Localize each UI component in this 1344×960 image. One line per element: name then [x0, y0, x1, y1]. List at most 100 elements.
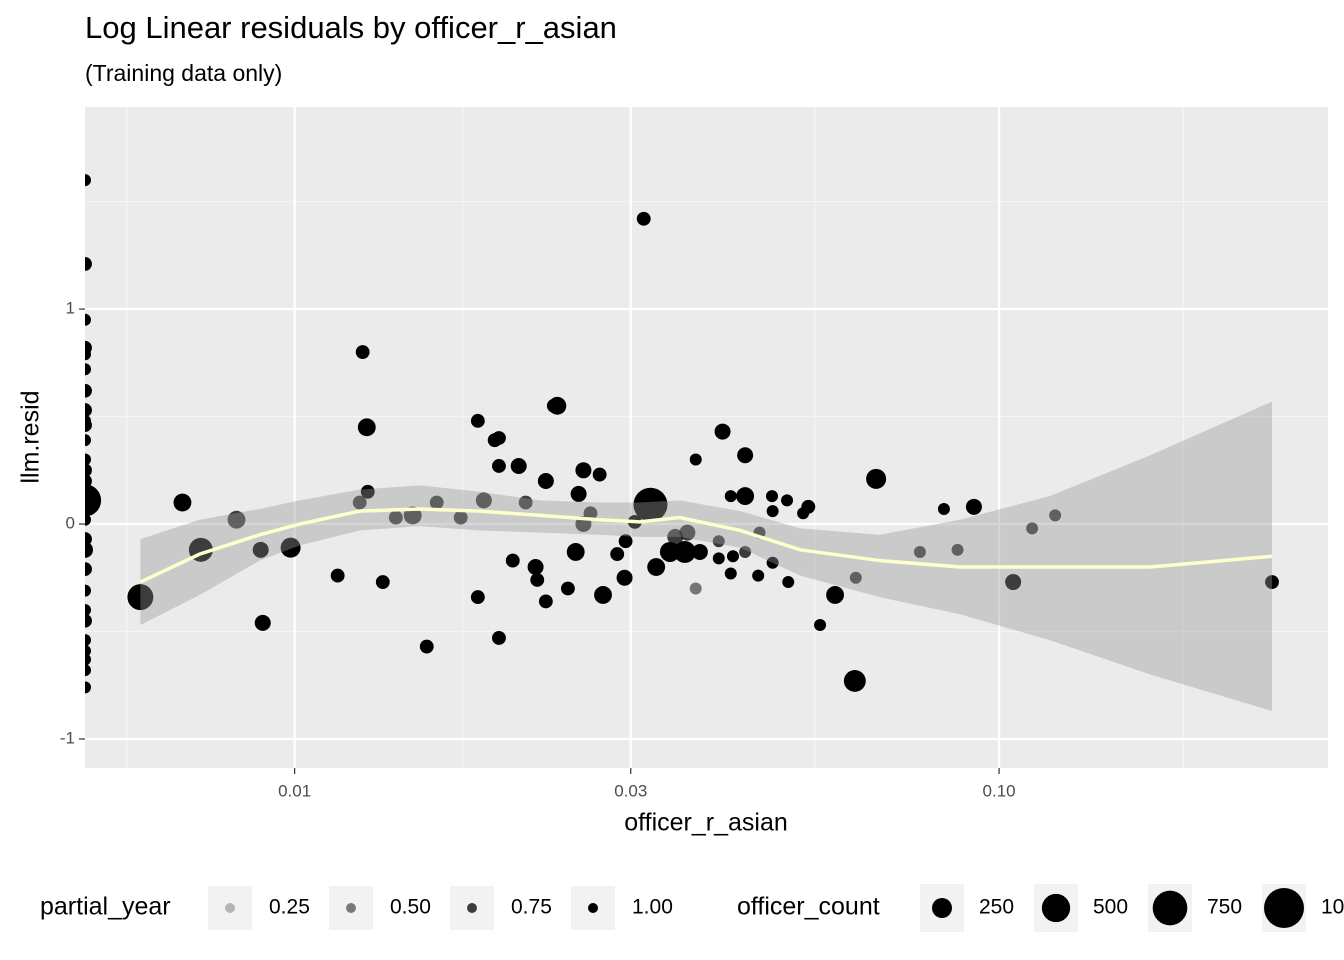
legend-label: 0.50 [390, 896, 431, 919]
point [801, 499, 816, 514]
x-tick-label: 0.01 [278, 781, 311, 800]
point [951, 543, 964, 556]
point [1005, 574, 1022, 591]
point [85, 513, 91, 526]
point [739, 545, 752, 558]
smooth-line [139, 507, 1273, 584]
point [492, 459, 506, 473]
point [689, 582, 702, 595]
y-tick-label: -1 [60, 728, 75, 747]
point [530, 572, 545, 587]
point [618, 534, 633, 549]
legend-symbol [225, 903, 235, 913]
point [766, 505, 779, 518]
point [752, 569, 765, 582]
point [85, 562, 92, 577]
legend-label: 0.25 [269, 896, 310, 919]
point [85, 604, 91, 617]
point [492, 631, 506, 645]
chart-title: Log Linear residuals by officer_r_asian [85, 10, 617, 45]
y-tick-label: 0 [66, 514, 75, 533]
point [659, 541, 680, 562]
x-tick-label: 0.10 [983, 781, 1016, 800]
legend-symbol [588, 903, 598, 913]
legend-key [208, 886, 252, 930]
point [633, 487, 668, 522]
point [1049, 509, 1062, 522]
legend-label: 1.00 [632, 896, 673, 919]
point [689, 453, 702, 466]
point [453, 510, 468, 525]
point [355, 345, 370, 359]
point [538, 594, 553, 609]
point [85, 313, 91, 326]
point [85, 174, 91, 187]
point [470, 413, 485, 428]
chart-subtitle: (Training data only) [85, 60, 282, 86]
data-layer [85, 174, 1279, 712]
point [765, 490, 778, 503]
point [866, 468, 887, 489]
point [592, 467, 607, 482]
point [173, 493, 192, 512]
point [85, 664, 91, 677]
point [360, 484, 375, 499]
point [712, 535, 725, 548]
point [254, 614, 271, 631]
point [419, 639, 434, 654]
confidence-band [140, 401, 1273, 712]
point [252, 541, 269, 558]
point [679, 524, 696, 541]
point [85, 348, 91, 361]
point [736, 487, 755, 506]
point [610, 547, 625, 562]
point [560, 581, 575, 596]
point [537, 473, 554, 490]
x-axis-title: officer_r_asian [624, 809, 788, 837]
point [280, 537, 301, 558]
point [330, 568, 345, 583]
point [388, 510, 403, 525]
point [85, 681, 91, 694]
point [566, 543, 585, 561]
point [583, 506, 598, 521]
point [85, 463, 92, 478]
y-tick-label: 1 [66, 299, 75, 318]
point [647, 558, 666, 576]
point [724, 490, 737, 503]
point [673, 541, 696, 563]
point [636, 211, 651, 226]
point [492, 431, 506, 445]
point [965, 498, 982, 515]
legend-label: 1000 [1321, 896, 1344, 919]
legend-title: partial_year [40, 893, 171, 921]
legend-symbol [1152, 890, 1188, 926]
legend-label: 500 [1093, 896, 1128, 919]
point [352, 495, 367, 510]
point [227, 510, 246, 529]
point [357, 418, 376, 437]
point [575, 462, 592, 479]
point [510, 457, 527, 474]
point [1265, 575, 1279, 589]
point [85, 256, 92, 271]
point [814, 619, 827, 632]
point [913, 545, 926, 558]
point [85, 434, 91, 447]
legend-symbol [1041, 893, 1071, 923]
legend-symbol [932, 898, 952, 918]
point [616, 569, 633, 586]
legend-title: officer_count [737, 893, 880, 921]
point [548, 396, 567, 415]
legend-symbol [1264, 888, 1304, 928]
point [724, 567, 737, 580]
y-axis-title: llm.resid [17, 390, 45, 483]
point [726, 550, 739, 563]
point [85, 363, 91, 376]
point [85, 453, 91, 466]
point [375, 575, 390, 589]
point [505, 553, 520, 568]
point [85, 634, 91, 647]
point [570, 485, 587, 502]
